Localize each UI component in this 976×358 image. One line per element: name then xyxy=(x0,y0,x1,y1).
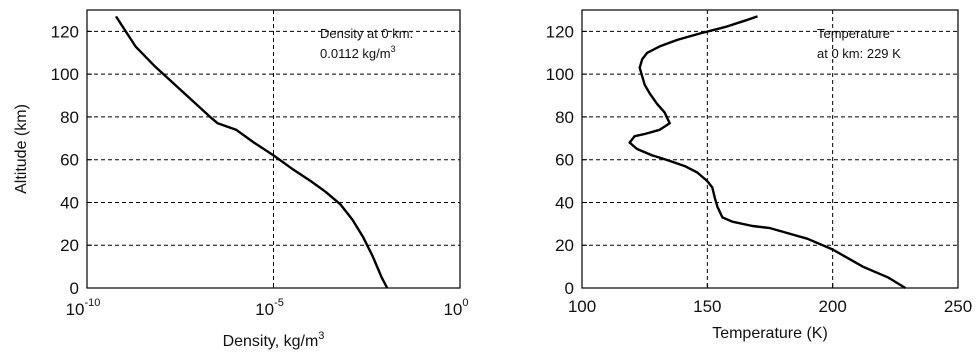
x-tick-base: 10 xyxy=(66,300,85,319)
annotation-line-2: 0.0112 kg/m3 xyxy=(320,44,396,61)
x-axis-label: Density, kg/m3 xyxy=(223,330,325,350)
x-axis-label-text: Temperature (K) xyxy=(712,325,828,342)
x-tick-label: 100 xyxy=(443,297,468,319)
temperature-profile-line xyxy=(628,15,907,290)
y-tick-label: 40 xyxy=(555,193,574,212)
y-tick-label: 0 xyxy=(565,279,574,298)
x-tick-label: 200 xyxy=(818,297,846,316)
y-tick-label: 120 xyxy=(51,22,79,41)
x-axis-label-superscript: 3 xyxy=(318,330,324,342)
y-tick-label: 60 xyxy=(60,151,79,170)
x-axis-label-text: Density, kg/m xyxy=(223,333,319,350)
y-tick-label: 100 xyxy=(546,65,574,84)
x-tick-base: 10 xyxy=(255,300,274,319)
x-tick-label: 10-10 xyxy=(66,297,101,319)
plot-frame xyxy=(581,9,959,289)
y-tick-label: 20 xyxy=(555,236,574,255)
y-axis-label: Altitude (km) xyxy=(13,104,30,194)
y-tick-label: 60 xyxy=(555,151,574,170)
x-tick-label: 250 xyxy=(944,297,972,316)
x-tick-label: 150 xyxy=(693,297,721,316)
y-tick-label: 100 xyxy=(51,65,79,84)
plot-frame xyxy=(86,9,461,289)
x-axis-label: Temperature (K) xyxy=(712,325,828,342)
annotation-line-1: Temperature xyxy=(817,26,890,41)
temperature-chart: 0 20 40 60 80 100 120 100 150 200 250 Temperature (… xyxy=(546,9,972,342)
x-tick-exponent: -5 xyxy=(274,297,284,309)
y-tick-label: 120 xyxy=(546,22,574,41)
annotation-line-2-text: at 0 km: 229 K xyxy=(817,46,901,61)
x-tick-exponent: 0 xyxy=(462,297,468,309)
y-tick-label: 20 xyxy=(60,236,79,255)
y-tick-label: 0 xyxy=(70,279,79,298)
annotation-line-2: at 0 km: 229 K xyxy=(817,46,901,61)
density-profile-line xyxy=(114,15,389,289)
annotation-line-2-text: 0.0112 kg/m xyxy=(320,46,391,61)
annotation-line-1: Density at 0 km: xyxy=(320,26,413,41)
x-tick-label: 10-5 xyxy=(255,297,284,319)
x-tick-base: 10 xyxy=(443,300,462,319)
x-tick-exponent: -10 xyxy=(85,297,101,309)
y-tick-label: 80 xyxy=(60,108,79,127)
y-tick-label: 80 xyxy=(555,108,574,127)
y-tick-label: 40 xyxy=(60,193,79,212)
x-tick-label: 100 xyxy=(568,297,596,316)
annotation-superscript: 3 xyxy=(391,44,396,54)
